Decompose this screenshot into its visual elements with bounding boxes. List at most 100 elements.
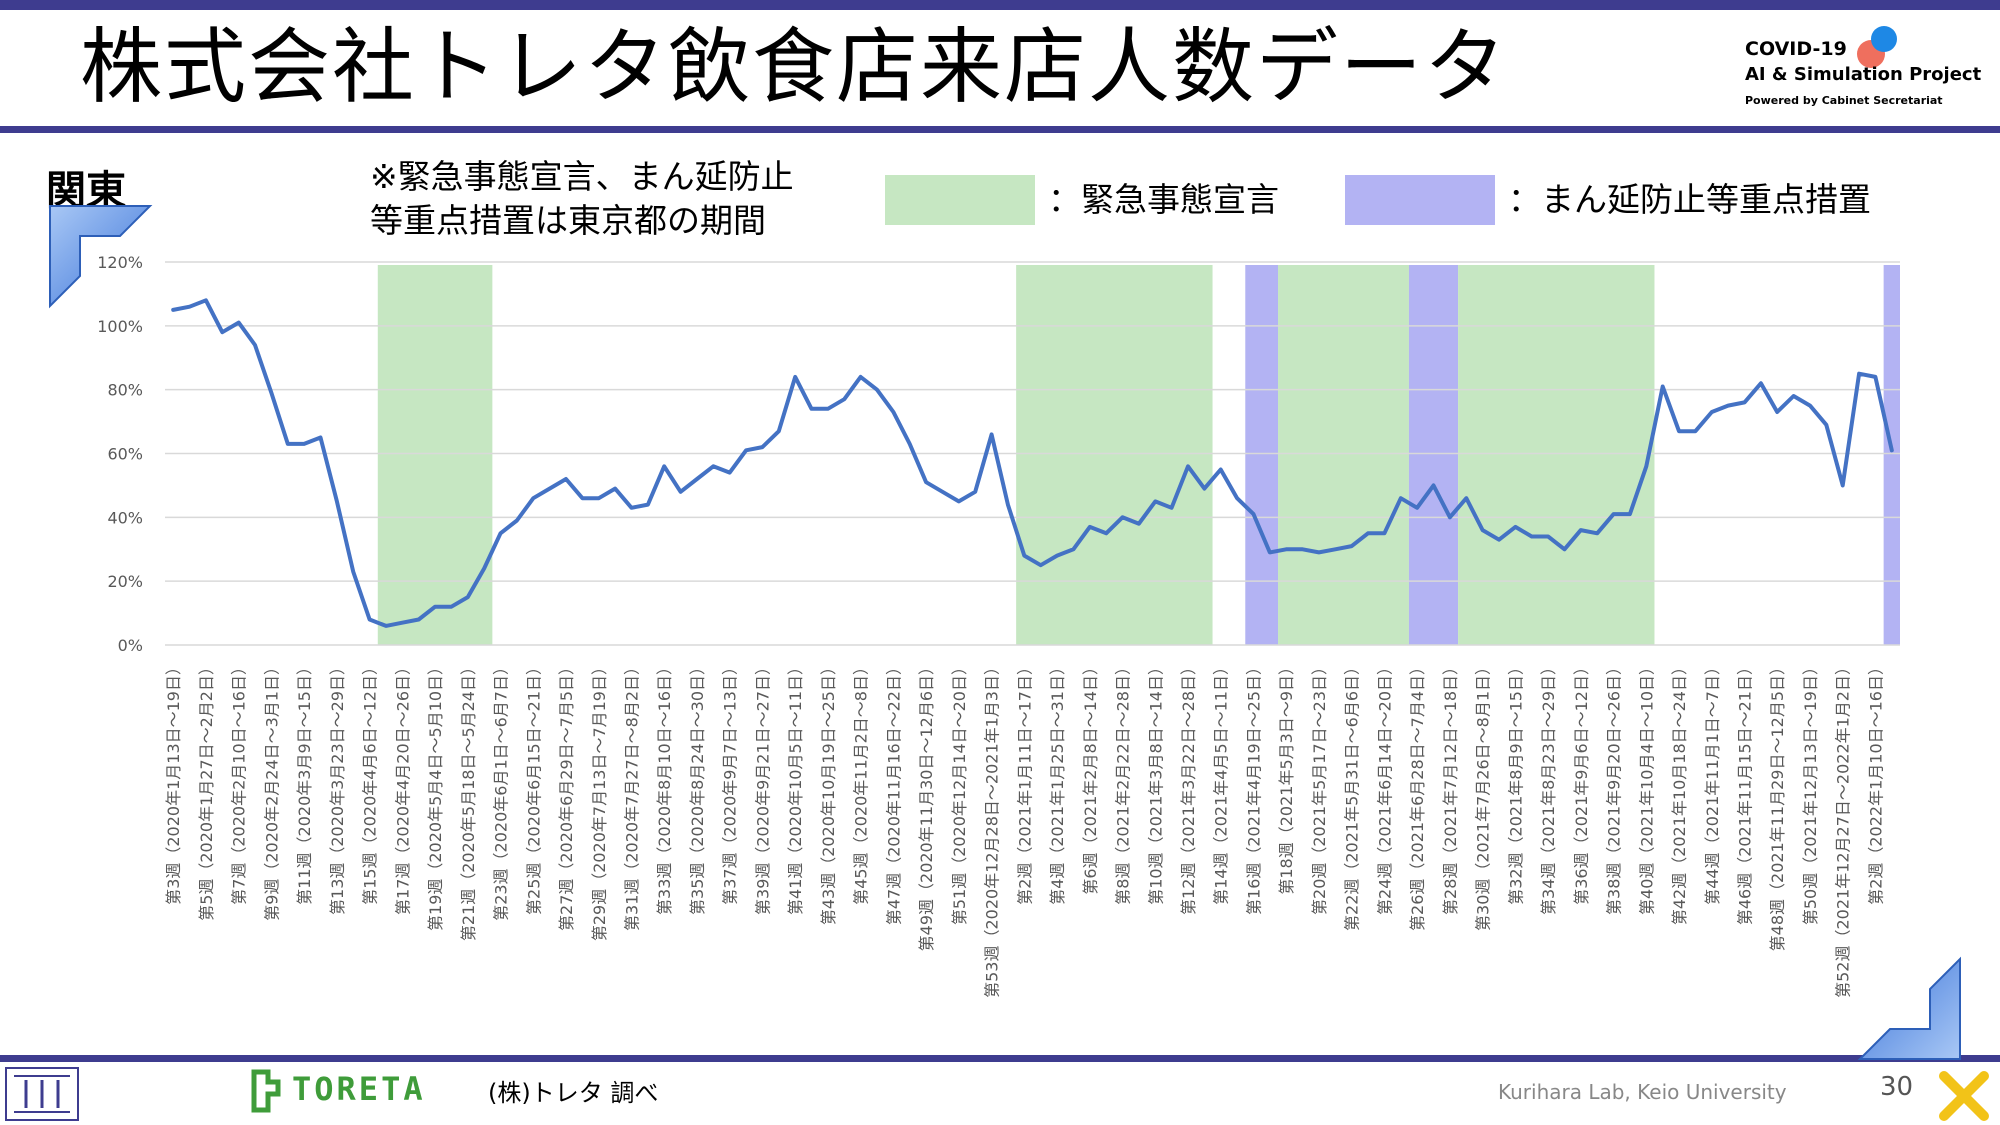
keio-ai-logo-icon bbox=[5, 1067, 79, 1121]
data-point bbox=[1268, 551, 1272, 554]
data-point bbox=[1825, 423, 1828, 426]
data-point bbox=[1481, 528, 1484, 532]
x-tick-label: 第8週（2021年2月22日～28日） bbox=[1114, 659, 1133, 905]
x-tick-label: 第45週（2020年11月2日～8日） bbox=[852, 659, 871, 905]
data-point bbox=[368, 618, 371, 621]
x-tick-label: 第11週（2020年3月9日～15日） bbox=[295, 659, 314, 905]
data-point bbox=[1808, 404, 1812, 407]
data-point bbox=[319, 436, 322, 439]
x-tick-label: 第47週（2020年11月16日～22日） bbox=[884, 659, 903, 925]
data-point bbox=[843, 398, 846, 401]
legend-priority-swatch bbox=[1345, 175, 1495, 225]
data-point bbox=[302, 442, 306, 446]
covid-logo-line2: AI & Simulation Project bbox=[1745, 64, 1982, 85]
data-point bbox=[1448, 516, 1452, 519]
period-note-line2: 等重点措置は東京都の期間 bbox=[370, 201, 766, 240]
x-tick-label: 第26週（2021年6月28日～7月4日） bbox=[1408, 659, 1427, 931]
data-point bbox=[1186, 465, 1190, 468]
data-point bbox=[924, 481, 928, 484]
data-point bbox=[1595, 532, 1599, 535]
logo-dots-icon bbox=[1857, 26, 1897, 68]
y-tick-label: 0% bbox=[118, 636, 143, 655]
x-tick-label: 第28週（2021年7月12日～18日） bbox=[1441, 659, 1460, 915]
data-point bbox=[1235, 496, 1239, 500]
data-point bbox=[1415, 506, 1419, 509]
x-tick-labels: 第3週（2020年1月13日～19日） 第5週（2020年1月27日～2月2日） 第… bbox=[164, 659, 1885, 998]
data-point bbox=[1612, 512, 1615, 516]
legend-emergency-swatch bbox=[885, 175, 1035, 225]
shade-emergency bbox=[1458, 265, 1655, 645]
data-point bbox=[401, 621, 404, 624]
data-point bbox=[1497, 538, 1501, 541]
data-point bbox=[1334, 548, 1337, 551]
data-point bbox=[728, 471, 731, 474]
data-point bbox=[1628, 512, 1632, 516]
x-tick-label: 第29週（2020年7月13日～7月19日） bbox=[590, 659, 609, 941]
data-point bbox=[1301, 548, 1304, 551]
x-tick-label: 第40週（2021年10月4日～10日） bbox=[1637, 659, 1656, 915]
data-point bbox=[1874, 375, 1877, 379]
period-note-line1: ※緊急事態宣言、まん延防止 bbox=[370, 157, 794, 196]
data-point bbox=[826, 407, 830, 411]
x-tick-label: 第9週（2020年2月24日～3月1日） bbox=[262, 659, 281, 921]
data-point bbox=[564, 477, 568, 481]
x-tick-label: 第53週（2020年12月28日～2021年1月3日） bbox=[983, 659, 1002, 998]
data-point bbox=[450, 605, 453, 608]
shade-priority bbox=[1883, 265, 1900, 645]
x-tick-label: 第36週（2021年9月6日～12日） bbox=[1572, 659, 1591, 905]
x-tick-label: 第21週（2020年5月18日～5月24日） bbox=[459, 659, 478, 941]
data-point bbox=[941, 490, 944, 493]
x-tick-label: 第12週（2021年3月22日～28日） bbox=[1179, 659, 1198, 915]
x-tick-label: 第49週（2020年11月30日～12月6日） bbox=[917, 659, 936, 951]
data-point bbox=[1432, 484, 1435, 487]
data-point bbox=[1383, 532, 1386, 535]
data-point bbox=[466, 595, 470, 599]
data-point bbox=[384, 624, 388, 628]
corner-arrow-bottom-icon bbox=[1857, 956, 1961, 1060]
data-point bbox=[204, 299, 208, 302]
data-point bbox=[1857, 372, 1861, 375]
x-tick-label: 第46週（2021年11月15日～21日） bbox=[1736, 659, 1755, 925]
shade-priority bbox=[1245, 265, 1279, 645]
x-tick-label: 第2週（2021年1月11日～17日） bbox=[1015, 659, 1034, 905]
x-tick-label: 第15週（2020年4月6日～12日） bbox=[361, 659, 380, 905]
data-point bbox=[1023, 554, 1026, 557]
x-tick-label: 第3週（2020年1月13日～19日） bbox=[164, 659, 183, 905]
x-tick-label: 第52週（2021年12月27日～2022年1月2日） bbox=[1834, 659, 1853, 998]
x-tick-label: 第25週（2020年6月15日～21日） bbox=[524, 659, 543, 915]
data-point bbox=[270, 391, 273, 395]
y-tick-label: 120% bbox=[97, 253, 143, 272]
data-point bbox=[335, 500, 339, 503]
data-point bbox=[892, 410, 895, 414]
x-tick-label: 第23週（2020年6月1日～6月7日） bbox=[492, 659, 511, 921]
data-point bbox=[1088, 525, 1091, 529]
data-point bbox=[613, 487, 617, 490]
y-tick-label: 100% bbox=[97, 317, 143, 336]
data-point bbox=[417, 618, 420, 621]
data-point bbox=[646, 503, 650, 506]
data-point bbox=[1350, 544, 1353, 548]
data-point bbox=[777, 429, 780, 433]
data-point bbox=[1546, 535, 1550, 538]
data-point bbox=[1006, 503, 1010, 506]
x-tick-label: 第17週（2020年4月20日～26日） bbox=[393, 659, 412, 915]
data-point bbox=[793, 375, 797, 379]
data-point bbox=[875, 388, 879, 391]
data-point bbox=[859, 375, 862, 379]
data-point bbox=[352, 570, 355, 573]
x-tick-label: 第20週（2021年5月17日～23日） bbox=[1310, 659, 1329, 915]
data-point bbox=[1645, 465, 1648, 468]
toreta-mark-icon bbox=[251, 1069, 281, 1113]
page-number: 30 bbox=[1880, 1072, 1914, 1102]
data-point bbox=[1759, 382, 1763, 385]
x-tick-label: 第34週（2021年8月23日～29日） bbox=[1539, 659, 1558, 915]
period-note: ※緊急事態宣言、まん延防止 等重点措置は東京都の期間 bbox=[370, 155, 794, 243]
data-point bbox=[597, 496, 600, 500]
data-point bbox=[761, 445, 764, 449]
x-tick-label: 第4週（2021年1月25日～31日） bbox=[1048, 659, 1067, 905]
data-point bbox=[1841, 484, 1844, 487]
corner-arrow-icon bbox=[49, 205, 153, 309]
data-point bbox=[1726, 404, 1730, 407]
x-tick-label: 第22週（2021年5月31日～6月6日） bbox=[1343, 659, 1362, 931]
x-tick-label: 第13週（2020年3月23日～29日） bbox=[328, 659, 347, 915]
